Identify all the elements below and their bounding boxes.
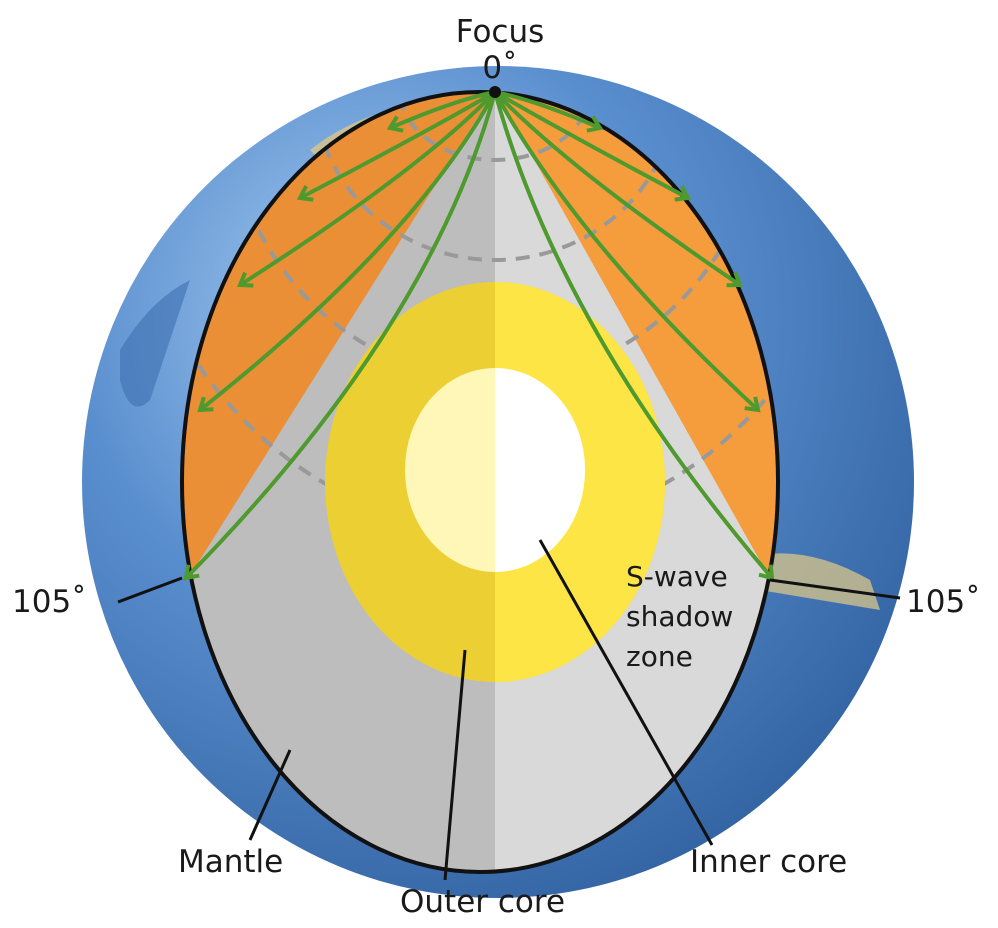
s-wave-ray — [493, 90, 742, 287]
s-wave-arrowhead — [237, 271, 254, 288]
globe-land-east — [740, 553, 880, 610]
s-wave-rays — [183, 90, 775, 581]
label-shadow-zone-2: shadow — [626, 600, 733, 633]
s-wave-ray — [299, 90, 497, 200]
labels: Focus 0˚ 105˚ 105˚ S-wave shadow zone Ma… — [12, 14, 981, 920]
s-wave-ray — [493, 90, 689, 200]
label-mantle: Mantle — [178, 844, 283, 880]
s-wave-arrowhead — [758, 564, 775, 581]
label-outer-core: Outer core — [400, 884, 565, 920]
label-focus-angle: 0˚ — [482, 50, 517, 86]
s-wave-ray — [238, 90, 497, 287]
inner-core-right — [495, 368, 585, 572]
s-wave-arrowhead — [386, 115, 404, 133]
s-wave-arrowhead — [674, 185, 692, 202]
s-wave-ray — [493, 91, 760, 412]
label-shadow-zone-3: zone — [626, 640, 693, 673]
label-shadow-zone-1: S-wave — [626, 560, 728, 593]
label-focus: Focus — [456, 14, 545, 50]
s-wave-arrowhead — [726, 271, 743, 288]
s-wave-arrowhead — [183, 564, 200, 581]
s-wave-ray — [493, 91, 774, 580]
s-wave-arrowhead — [296, 185, 314, 202]
leader-outer-core — [443, 649, 467, 881]
s-wave-ray — [184, 91, 497, 580]
leader-inner-core — [538, 539, 714, 846]
leader-left-105 — [117, 576, 183, 604]
s-wave-ray — [494, 90, 601, 130]
s-wave-arrowhead — [197, 396, 214, 413]
s-wave-arrowhead — [586, 115, 604, 133]
leader-lines — [117, 539, 901, 881]
globe-ocean-ridge — [120, 280, 190, 407]
label-inner-core: Inner core — [690, 844, 847, 880]
leader-right-105 — [769, 578, 901, 600]
s-wave-ray — [389, 90, 496, 130]
s-wave-arrowhead — [744, 396, 761, 413]
outer-core-right — [495, 282, 665, 682]
label-right-105: 105˚ — [906, 584, 981, 620]
label-left-105: 105˚ — [12, 584, 87, 620]
section-outline — [180, 90, 780, 874]
s-wave-ray — [198, 91, 497, 412]
leader-mantle — [248, 749, 292, 841]
focus-point — [489, 86, 501, 98]
